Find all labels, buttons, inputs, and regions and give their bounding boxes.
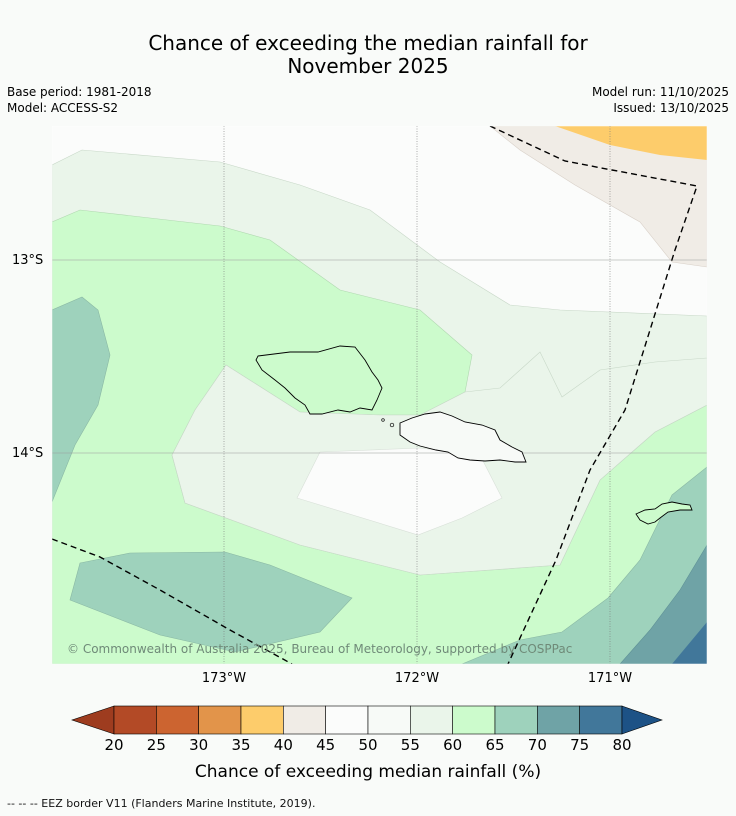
band-50-55-inner — [296, 447, 503, 536]
colorbar-tick-label: 65 — [485, 736, 505, 754]
colorbar-segment — [283, 705, 326, 735]
band-65-70-west — [52, 296, 111, 503]
colorbar-tick-label: 75 — [570, 736, 590, 754]
colorbar-extend-low — [71, 705, 115, 735]
colorbar-segment — [537, 705, 580, 735]
colorbar-segment — [325, 705, 369, 735]
colorbar-segment — [494, 705, 538, 735]
colorbar-tick-label: 70 — [527, 736, 547, 754]
colorbar-segment — [240, 705, 284, 735]
colorbar-tick-label: 40 — [273, 736, 293, 754]
eez-border-southwest — [52, 538, 293, 664]
issued-date: Issued: 13/10/2025 — [613, 101, 729, 115]
model-run: Model run: 11/10/2025 — [591, 85, 729, 99]
colorbar-segment — [579, 705, 623, 735]
band-75-80 — [672, 622, 707, 664]
colorbar-tick-label: 50 — [358, 736, 378, 754]
band-40-45 — [489, 126, 707, 268]
forecast-map — [52, 126, 707, 664]
lat-label-14s: 14°S — [12, 446, 44, 461]
copyright-text: © Commonwealth of Australia 2025, Bureau… — [67, 642, 573, 656]
island-tutuila — [635, 501, 693, 525]
lon-label-171w: 171°W — [587, 671, 633, 686]
colorbar-extend-high — [621, 705, 663, 735]
base-period: Base period: 1981-2018 — [7, 85, 152, 99]
colorbar-tick-label: 25 — [146, 736, 166, 754]
colorbar-tick-label: 45 — [316, 736, 336, 754]
colorbar-tick-label: 35 — [231, 736, 251, 754]
lat-label-13s: 13°S — [12, 253, 44, 268]
colorbar-tick-label: 60 — [443, 736, 463, 754]
colorbar-segment — [367, 705, 411, 735]
colorbar-tick-label: 80 — [612, 736, 632, 754]
colorbar-segment — [156, 705, 199, 735]
chart-title-line1: Chance of exceeding the median rainfall … — [148, 31, 588, 55]
colorbar-segment — [410, 705, 453, 735]
model-name: Model: ACCESS-S2 — [7, 101, 119, 115]
colorbar-segment — [113, 705, 157, 735]
band-35-40 — [555, 126, 707, 160]
lon-label-173w: 173°W — [201, 671, 247, 686]
colorbar — [71, 705, 663, 735]
colorbar-segment — [452, 705, 496, 735]
band-70-75 — [619, 544, 707, 664]
colorbar-tick-label: 20 — [104, 736, 124, 754]
colorbar-tick-label: 55 — [400, 736, 420, 754]
colorbar-label: Chance of exceeding median rainfall (%) — [194, 762, 542, 782]
island-savaii — [255, 345, 383, 415]
chart-title-line2: November 2025 — [287, 54, 449, 78]
island-upolu — [399, 411, 527, 463]
band-65-70-southwest — [69, 551, 353, 653]
colorbar-segment — [198, 705, 242, 735]
eez-footnote: -- -- -- EEZ border V11 (Flanders Marine… — [7, 797, 316, 810]
colorbar-tick-label: 30 — [189, 736, 209, 754]
lon-label-172w: 172°W — [394, 671, 440, 686]
